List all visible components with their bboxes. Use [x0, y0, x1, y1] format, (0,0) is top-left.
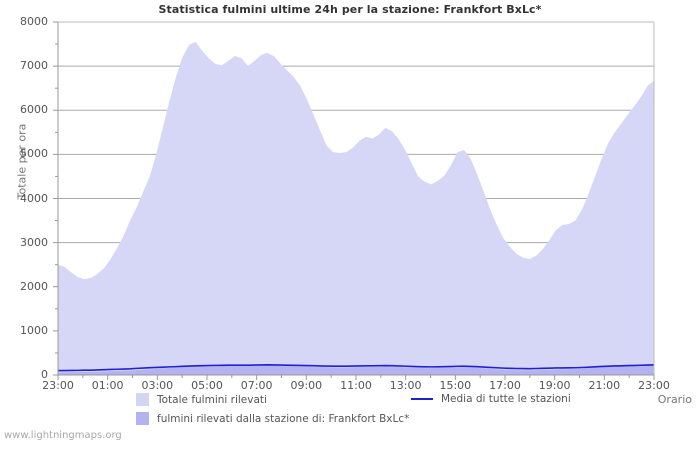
- legend-item-total: Totale fulmini rilevati: [136, 393, 267, 406]
- x-tick-label: 19:00: [538, 379, 571, 392]
- y-tick-label: 6000: [20, 103, 48, 117]
- site-footer: www.lightningmaps.org: [4, 430, 122, 441]
- tick-marks: [53, 21, 655, 380]
- series-area-1: [58, 363, 654, 375]
- legend-item-station: fulmini rilevati dalla stazione di: Fran…: [136, 412, 409, 425]
- chart-title: Statistica fulmini ultime 24h per la sta…: [158, 3, 542, 16]
- x-tick-label: 13:00: [389, 379, 422, 392]
- x-tick-label: 07:00: [240, 379, 273, 392]
- x-tick-label: 11:00: [340, 379, 372, 392]
- x-tick-label: 23:00: [42, 379, 74, 392]
- y-tick-label: 4000: [20, 191, 48, 205]
- legend-swatch-average: [411, 398, 433, 400]
- x-tick-label: 03:00: [141, 379, 174, 392]
- legend-label-average: Media di tutte le stazioni: [441, 393, 571, 405]
- series-area-0: [58, 41, 654, 376]
- data-series: [58, 41, 655, 376]
- x-tick-label: 05:00: [191, 379, 223, 392]
- legend-label-station: fulmini rilevati dalla stazione di: Fran…: [157, 412, 410, 425]
- y-tick-label: 3000: [20, 235, 48, 249]
- y-tick-label: 8000: [20, 15, 48, 28]
- legend-label-total: Totale fulmini rilevati: [157, 393, 267, 406]
- x-tick-label: 01:00: [91, 379, 124, 392]
- legend-item-average: Media di tutte le stazioni: [411, 393, 571, 405]
- y-tick-label: 7000: [20, 59, 48, 73]
- x-tick-label: 23:00: [638, 379, 670, 392]
- x-tick-label: 15:00: [439, 379, 472, 392]
- x-tick-label: 17:00: [489, 379, 521, 392]
- x-axis-label: Orario: [657, 393, 692, 406]
- x-tick-label: 09:00: [290, 379, 323, 392]
- legend-swatch-total: [136, 393, 149, 406]
- y-tick-label: 1000: [20, 323, 48, 337]
- legend-swatch-station: [136, 412, 149, 425]
- series-line-2: [58, 364, 655, 372]
- x-tick-label: 21:00: [588, 379, 621, 392]
- y-tick-label: 5000: [20, 147, 48, 161]
- y-tick-label: 2000: [20, 279, 48, 293]
- y-tick-label: 0: [41, 368, 48, 381]
